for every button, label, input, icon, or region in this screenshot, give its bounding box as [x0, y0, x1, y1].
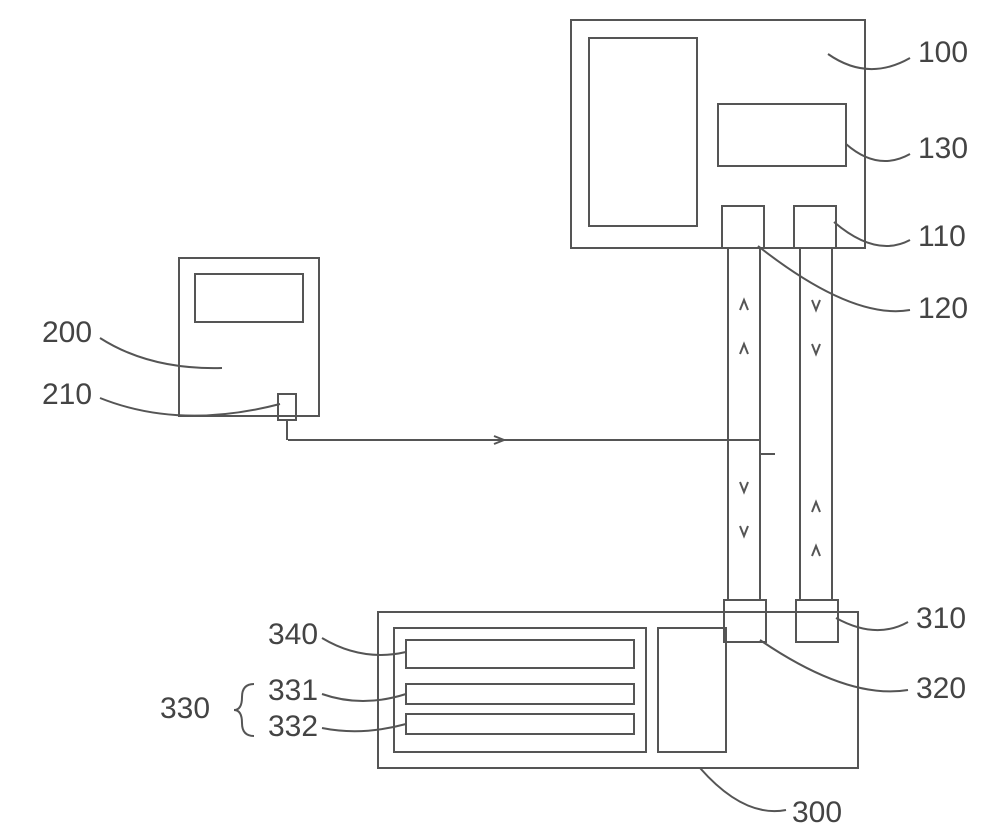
callout-c110-leader — [834, 222, 910, 246]
callout-c200-leader — [100, 338, 222, 368]
arrow-a1 — [740, 300, 748, 310]
callout-c130-label: 130 — [918, 132, 968, 165]
arrow-a6 — [812, 344, 820, 354]
arrow-a5 — [812, 300, 820, 310]
box-320 — [724, 600, 766, 642]
box-331 — [406, 684, 634, 704]
box-130 — [718, 104, 846, 166]
box-310 — [796, 600, 838, 642]
callout-c310-label: 310 — [916, 602, 966, 635]
box-200-inner — [195, 274, 303, 322]
box-300-outer — [378, 612, 858, 768]
callout-c130-leader — [846, 144, 910, 161]
callout-c210-label: 210 — [42, 378, 92, 411]
callout-c110-label: 110 — [918, 220, 966, 253]
callout-c320-leader — [760, 640, 908, 691]
arrow-a3 — [740, 482, 748, 492]
callout-c200-label: 200 — [42, 316, 92, 349]
callout-c120-leader — [758, 246, 910, 311]
arrow-a8 — [812, 546, 820, 556]
arrow-a4 — [740, 526, 748, 536]
callout-c320-label: 320 — [916, 672, 966, 705]
label-330: 330 — [160, 692, 210, 725]
callout-c310-leader — [836, 618, 908, 630]
callout-c340-label: 340 — [268, 618, 318, 651]
arrow-a7 — [812, 502, 820, 512]
box-120 — [722, 206, 764, 248]
callout-c300-label: 300 — [792, 796, 842, 829]
callout-c210-leader — [100, 398, 280, 416]
box-100-inner-left — [589, 38, 697, 226]
box-300-inner-right — [658, 628, 726, 752]
box-110 — [794, 206, 836, 248]
callout-c100-label: 100 — [918, 36, 968, 69]
callout-c300-leader — [700, 768, 786, 811]
box-200-outer — [179, 258, 319, 416]
callout-c120-label: 120 — [918, 292, 968, 325]
callout-c331-label: 331 — [268, 674, 318, 707]
box-340 — [406, 640, 634, 668]
callout-c332-label: 332 — [268, 710, 318, 743]
brace-330 — [234, 684, 254, 736]
callout-c100-leader — [828, 54, 910, 69]
arrow-a2 — [740, 344, 748, 354]
box-332 — [406, 714, 634, 734]
